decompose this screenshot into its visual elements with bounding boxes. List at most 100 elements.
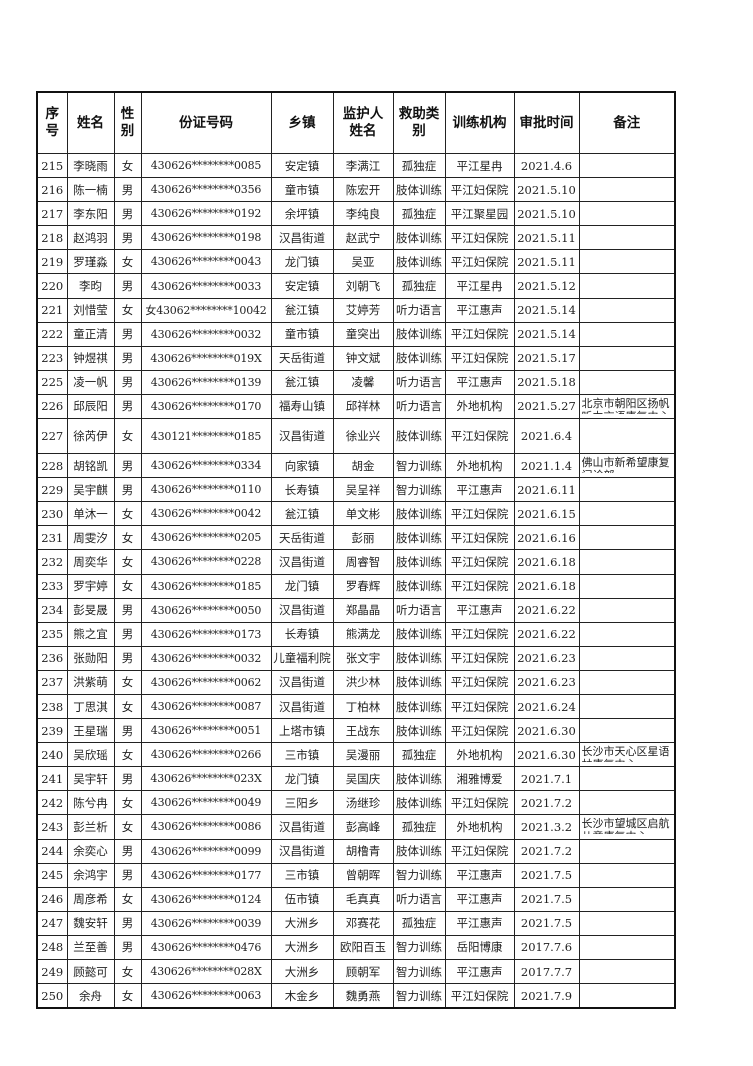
cell-remarks: [578, 297, 676, 323]
cell-id-number: 430626********0032: [140, 321, 272, 347]
cell-remarks: 佛山市新希望康复门诊部: [578, 453, 676, 479]
table-row: 219 罗瑾淼女 430626********0043 龙门镇 吴亚 肢体训练 平江妇保院 2…: [36, 249, 676, 275]
cell-index: 240: [36, 742, 68, 768]
cell-guardian: 彭丽: [332, 525, 394, 551]
cell-index: 238: [36, 693, 68, 720]
beneficiary-table: 序号 姓名 性别 份证号码 乡镇 监护人姓名 救助类别 训练机构 审批时间 备注…: [36, 91, 676, 1010]
cell-township: 汉昌街道: [270, 669, 334, 695]
cell-index: 217: [36, 201, 68, 227]
cell-name: 陈一楠: [66, 177, 115, 203]
remark-text: [582, 577, 675, 594]
cell-township: 瓮江镇: [270, 297, 334, 323]
table-body: 215 李晓雨女 430626********0085 安定镇 李满江 孤独症 平江星冉 20…: [36, 152, 676, 1009]
cell-gender: 女: [113, 249, 142, 275]
cell-index: 235: [36, 621, 68, 647]
cell-index: 222: [36, 321, 68, 347]
cell-index: 225: [36, 369, 68, 395]
cell-approval-date: 2021.5.17: [513, 345, 580, 371]
cell-name: 徐芮伊: [66, 418, 115, 455]
cell-gender: 男: [113, 934, 142, 961]
cell-guardian: 郑晶晶: [332, 597, 394, 623]
table-row: 227 徐芮伊女 430121********0185 汉昌街道 徐业兴 肢体训练 平江妇保…: [36, 418, 676, 455]
cell-remarks: [578, 718, 676, 744]
cell-approval-date: 2021.5.10: [513, 177, 580, 203]
cell-gender: 男: [113, 910, 142, 936]
cell-approval-date: 2021.7.2: [513, 790, 580, 816]
cell-approval-date: 2021.6.22: [513, 597, 580, 623]
cell-township: 汉昌街道: [270, 597, 334, 623]
cell-remarks: [578, 934, 676, 961]
cell-guardian: 王战东: [332, 718, 394, 744]
cell-id-number: 430626********0173: [140, 621, 272, 647]
cell-id-number: 430626********0476: [140, 934, 272, 961]
cell-index: 239: [36, 718, 68, 744]
cell-remarks: [578, 645, 676, 671]
cell-id-number: 430626********0049: [140, 790, 272, 816]
remark-text: [582, 480, 675, 497]
table-row: 222 童正清男 430626********0032 童市镇 童突出 肢体训练 平江妇保院…: [36, 321, 676, 347]
header-id-number: 份证号码: [140, 91, 272, 154]
cell-aid-category: 肢体训练: [392, 345, 446, 371]
remark-text: [582, 938, 675, 955]
cell-institution: 平江聚星园: [444, 201, 515, 227]
table-row: 235 熊之宜男 430626********0173 长寿镇 熊满龙 肢体训练 平江妇保院…: [36, 621, 676, 647]
remark-text: [582, 986, 675, 1003]
cell-township: 汉昌街道: [270, 549, 334, 575]
cell-institution: 平江妇保院: [444, 225, 515, 251]
cell-approval-date: 2021.6.11: [513, 477, 580, 503]
cell-township: 上塔市镇: [270, 718, 334, 744]
table-row: 237 洪紫萌女 430626********0062 汉昌街道 洪少林 肢体训练 平江妇保…: [36, 669, 676, 695]
table-row: 243 彭兰析女 430626********0086 汉昌街道 彭高峰 孤独症 外地机构 2…: [36, 814, 676, 840]
remark-text: [582, 842, 675, 859]
cell-guardian: 邓赛花: [332, 910, 394, 936]
table-row: 221 刘惜莹女女43062********10042 瓮江镇 艾婷芳 听力语言 平江惠声…: [36, 297, 676, 323]
cell-approval-date: 2021.6.18: [513, 549, 580, 575]
cell-approval-date: 2021.5.11: [513, 225, 580, 251]
cell-township: 安定镇: [270, 273, 334, 299]
cell-id-number: 430626********0039: [140, 910, 272, 936]
cell-id-number: 430626********0177: [140, 862, 272, 888]
cell-id-number: 430626********0124: [140, 886, 272, 912]
cell-index: 246: [36, 886, 68, 912]
cell-name: 彭旻晟: [66, 597, 115, 623]
cell-name: 童正清: [66, 321, 115, 347]
cell-gender: 女: [113, 152, 142, 179]
cell-gender: 女: [113, 790, 142, 816]
remark-text: [582, 204, 675, 221]
cell-guardian: 艾婷芳: [332, 297, 394, 323]
cell-index: 215: [36, 152, 68, 179]
cell-township: 安定镇: [270, 152, 334, 179]
cell-aid-category: 肢体训练: [392, 501, 446, 527]
cell-aid-category: 听力语言: [392, 886, 446, 912]
table-row: 229 吴宇麒男 430626********0110 长寿镇 吴呈祥 智力训练 平江惠声 2…: [36, 477, 676, 503]
cell-name: 余奕心: [66, 838, 115, 864]
cell-township: 木金乡: [270, 983, 334, 1009]
remark-text: [582, 373, 675, 390]
cell-gender: 男: [113, 321, 142, 347]
cell-name: 邱辰阳: [66, 393, 115, 420]
cell-aid-category: 智力训练: [392, 983, 446, 1009]
cell-aid-category: 肢体训练: [392, 525, 446, 551]
cell-approval-date: 2021.6.30: [513, 718, 580, 744]
cell-approval-date: 2021.6.30: [513, 742, 580, 768]
cell-guardian: 毛真真: [332, 886, 394, 912]
cell-index: 228: [36, 453, 68, 479]
cell-township: 汉昌街道: [270, 814, 334, 840]
cell-gender: 男: [113, 718, 142, 744]
cell-township: 余坪镇: [270, 201, 334, 227]
cell-aid-category: 肢体训练: [392, 249, 446, 275]
cell-township: 天岳街道: [270, 525, 334, 551]
cell-index: 237: [36, 669, 68, 695]
cell-guardian: 汤继珍: [332, 790, 394, 816]
cell-name: 顾懿可: [66, 958, 115, 985]
header-approval-date: 审批时间: [513, 91, 580, 154]
remark-text: [582, 673, 675, 690]
cell-approval-date: 2021.7.5: [513, 910, 580, 936]
cell-id-number: 430626********0205: [140, 525, 272, 551]
cell-id-number: 430626********0192: [140, 201, 272, 227]
cell-remarks: [578, 983, 676, 1009]
cell-approval-date: 2017.7.6: [513, 934, 580, 961]
cell-aid-category: 智力训练: [392, 477, 446, 503]
cell-institution: 外地机构: [444, 742, 515, 768]
cell-gender: 女: [113, 693, 142, 720]
